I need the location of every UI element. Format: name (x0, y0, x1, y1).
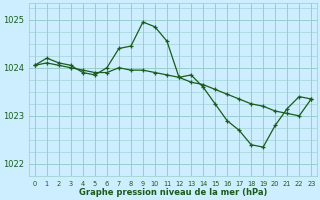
X-axis label: Graphe pression niveau de la mer (hPa): Graphe pression niveau de la mer (hPa) (79, 188, 267, 197)
